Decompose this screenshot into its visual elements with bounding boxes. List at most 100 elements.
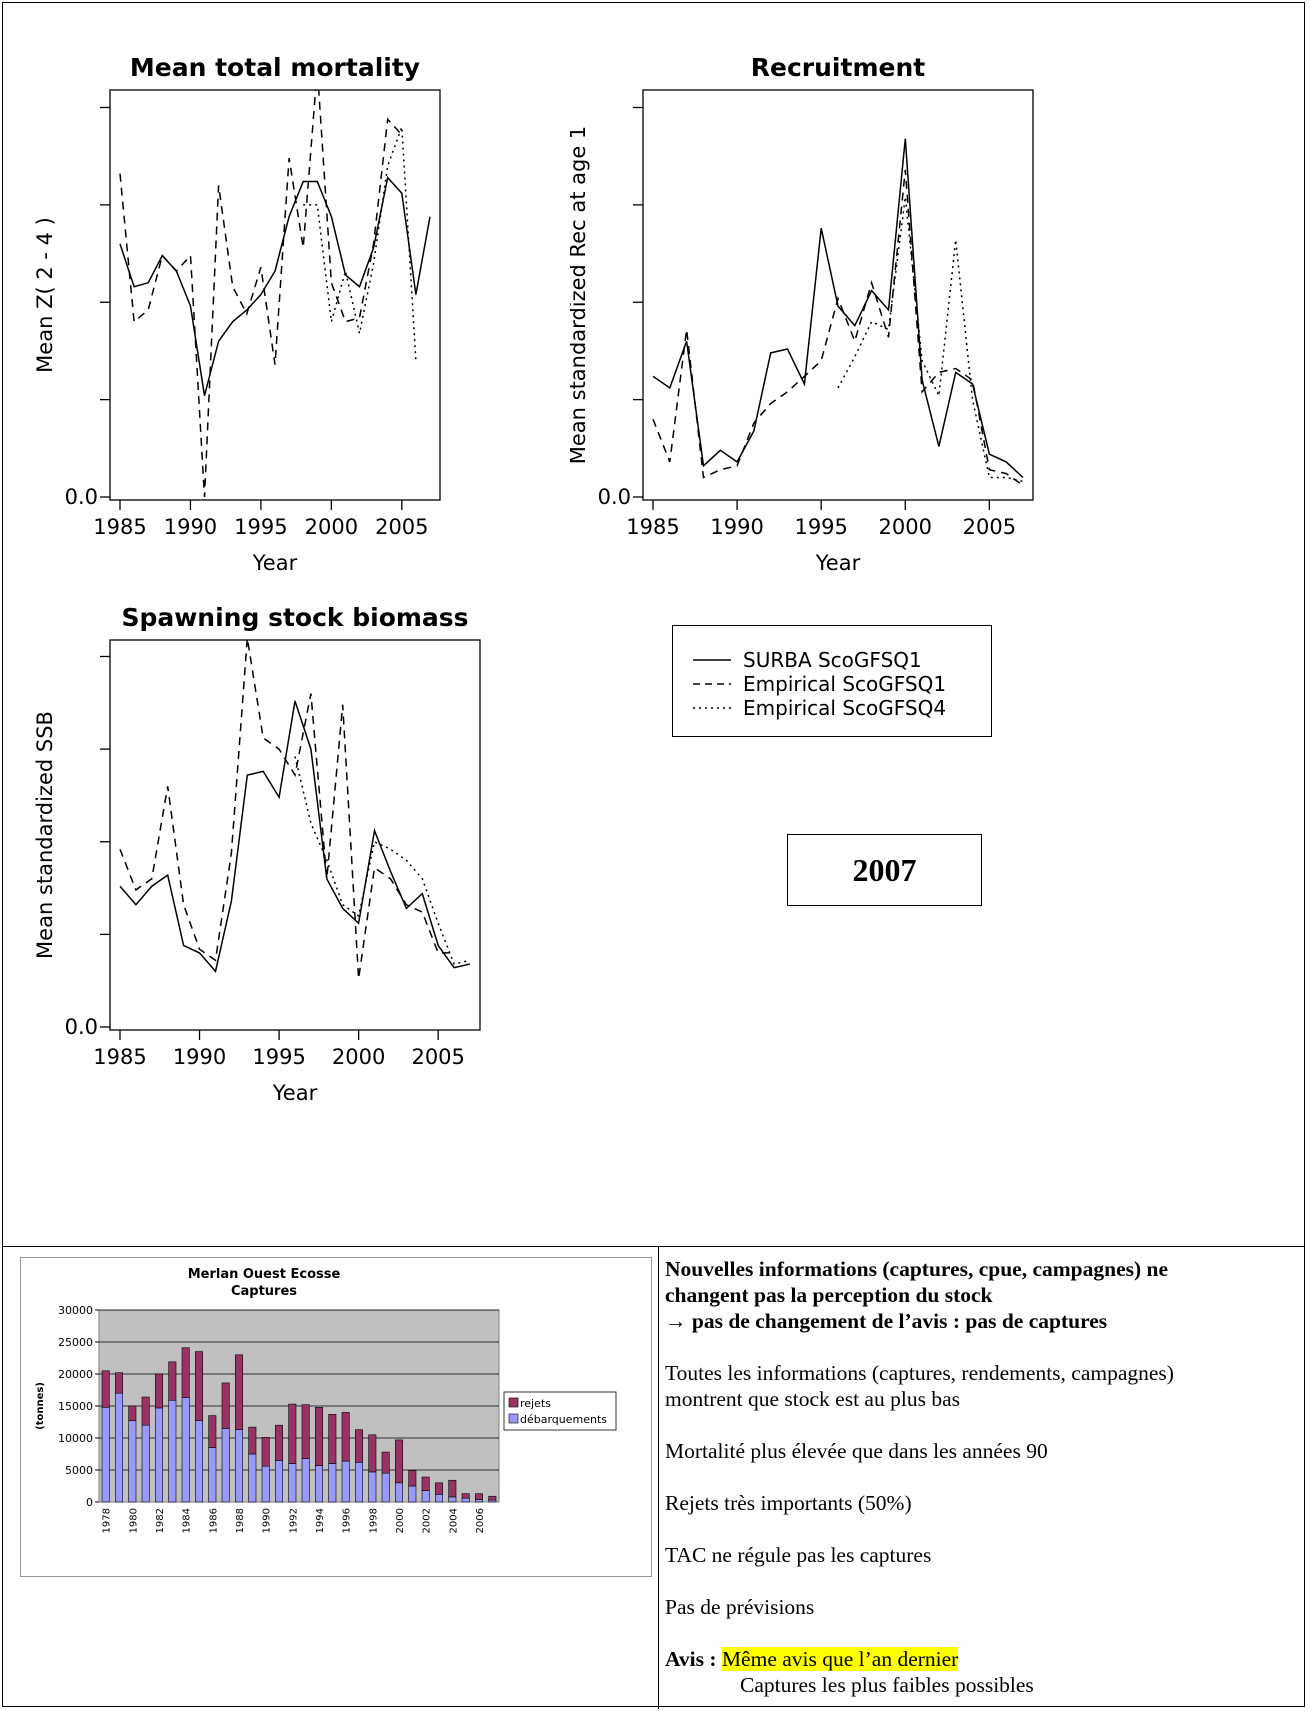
- bar-rejets: [488, 1495, 497, 1501]
- x-tick-label: 1986: [208, 1508, 219, 1533]
- series-line-dotted: [837, 197, 1024, 483]
- x-tick-label: 1995: [252, 1045, 305, 1069]
- series-line-dashed: [119, 90, 403, 498]
- y-tick-label: 15000: [58, 1400, 93, 1413]
- year-box: 2007: [787, 834, 982, 906]
- bar-debarquements: [101, 1406, 110, 1503]
- bar-debarquements: [435, 1494, 443, 1503]
- x-tick-label: 1984: [182, 1508, 193, 1533]
- bar-rejets: [275, 1424, 283, 1461]
- bar-rejets: [221, 1382, 230, 1429]
- x-tick-label: 2006: [475, 1508, 486, 1533]
- x-tick-label: 1988: [235, 1508, 246, 1533]
- chart-title: Mean total mortality: [130, 53, 420, 82]
- bar-debarquements: [261, 1465, 270, 1503]
- x-tick-label: 2002: [422, 1508, 433, 1533]
- bar-rejets: [248, 1426, 257, 1455]
- bar-rejets: [141, 1396, 150, 1426]
- y-tick-label: 0.0: [598, 485, 631, 509]
- bar-debarquements: [275, 1460, 283, 1503]
- notes-panel: Nouvelles informations (captures, cpue, …: [665, 1256, 1305, 1698]
- legend-label: Empirical ScoGFSQ4: [743, 696, 946, 720]
- bar-rejets: [288, 1403, 297, 1464]
- chart-title: Spawning stock biomass: [121, 603, 468, 632]
- bar-rejets: [195, 1351, 203, 1422]
- plot-frame: [109, 639, 481, 1031]
- x-tick-label: 1998: [368, 1508, 379, 1533]
- x-axis-label: Year: [815, 551, 861, 575]
- bar-debarquements: [461, 1497, 470, 1503]
- y-tick-label: 0: [86, 1496, 93, 1509]
- x-tick-label: 1994: [315, 1508, 326, 1533]
- x-tick-label: 1978: [102, 1508, 113, 1533]
- x-tick-label: 1990: [164, 515, 217, 539]
- chart-legend: SURBA ScoGFSQ1 Empirical ScoGFSQ1 Empiri…: [672, 625, 992, 737]
- bar-debarquements: [168, 1399, 177, 1503]
- bar-rejets: [235, 1354, 243, 1430]
- x-tick-label: 1995: [234, 515, 287, 539]
- bar-debarquements: [301, 1458, 310, 1503]
- bar-rejets: [261, 1437, 270, 1467]
- bar-rejets: [448, 1479, 457, 1498]
- bar-rejets: [421, 1476, 430, 1491]
- arrow-icon: →: [665, 1309, 687, 1333]
- bar-rejets: [168, 1361, 177, 1401]
- x-tick-label: 2000: [305, 515, 358, 539]
- x-tick-label: 1982: [155, 1508, 166, 1533]
- bar-debarquements: [368, 1471, 377, 1503]
- bar-rejets: [101, 1370, 110, 1408]
- x-tick-label: 2005: [963, 515, 1016, 539]
- bar-debarquements: [408, 1485, 417, 1503]
- bar-debarquements: [315, 1465, 323, 1503]
- x-tick-label: 2005: [411, 1045, 464, 1069]
- bar-debarquements: [448, 1496, 457, 1503]
- avis-line: Avis : Même avis que l’an dernier: [665, 1646, 1305, 1672]
- bar-debarquements: [128, 1420, 137, 1503]
- bar-debarquements: [381, 1472, 390, 1503]
- bar-debarquements: [341, 1460, 350, 1503]
- note-text: Toutes les informations (captures, rende…: [665, 1361, 1174, 1385]
- x-tick-label: 1995: [794, 515, 847, 539]
- bar-rejets: [381, 1451, 390, 1474]
- recruitment-chart: Recruitment 1985 1990 1995 2000 2005 0.0 Year Me…: [570, 53, 1034, 575]
- x-tick-label: 2000: [395, 1508, 406, 1533]
- bar-rejets: [208, 1415, 217, 1448]
- note-text: Mortalité plus élevée que dans les année…: [665, 1439, 1048, 1463]
- bar-rejets: [155, 1373, 163, 1409]
- series-line-solid: [119, 175, 431, 396]
- x-axis-label: Year: [272, 1081, 318, 1105]
- headline-conclusion-text: pas de changement de l’avis : pas de cap…: [691, 1309, 1108, 1333]
- x-tick-label: 2000: [332, 1045, 385, 1069]
- y-axis-label: Mean standardized SSB: [33, 711, 57, 959]
- bar-rejets: [435, 1482, 443, 1495]
- captures-chart: Merlan Ouest Ecosse Captures 0 5000 10000 150…: [35, 1267, 617, 1533]
- bar-rejets: [461, 1493, 470, 1499]
- captures-chart-panel: Merlan Ouest Ecosse Captures 0 5000 10000 150…: [20, 1257, 652, 1577]
- y-axis-label: Mean standardized Rec at age 1: [570, 126, 590, 465]
- y-tick-label: 25000: [58, 1336, 93, 1349]
- headline-line: Nouvelles informations (captures, cpue, …: [665, 1257, 1169, 1281]
- x-tick-label: 2004: [448, 1508, 459, 1533]
- y-axis-label: Mean Z( 2 - 4 ): [33, 217, 57, 373]
- bar-rejets: [115, 1372, 123, 1394]
- bar-rejets: [408, 1470, 417, 1487]
- avis-line-2: Captures les plus faibles possibles: [740, 1673, 1034, 1697]
- bar-debarquements: [181, 1397, 190, 1503]
- bar-debarquements: [355, 1462, 363, 1503]
- legend-label-rejets: rejets: [520, 1397, 551, 1410]
- x-axis-label: Year: [252, 551, 298, 575]
- note-text: Rejets très importants (50%): [665, 1491, 912, 1515]
- series-line-dotted: [294, 756, 471, 965]
- bar-rejets: [128, 1405, 137, 1422]
- x-tick-label: 1990: [173, 1045, 226, 1069]
- bar-debarquements: [115, 1392, 123, 1503]
- note-text: montrent que stock est au plus bas: [665, 1387, 960, 1411]
- note-text: Pas de prévisions: [665, 1595, 815, 1619]
- series-line-dashed: [119, 640, 455, 979]
- bar-debarquements: [248, 1453, 257, 1503]
- y-tick-label: 5000: [65, 1464, 93, 1477]
- series-line-dotted: [303, 126, 417, 361]
- legend-label: Empirical ScoGFSQ1: [743, 672, 946, 696]
- plot-frame: [642, 89, 1034, 501]
- y-axis-label: (tonnes): [35, 1382, 46, 1430]
